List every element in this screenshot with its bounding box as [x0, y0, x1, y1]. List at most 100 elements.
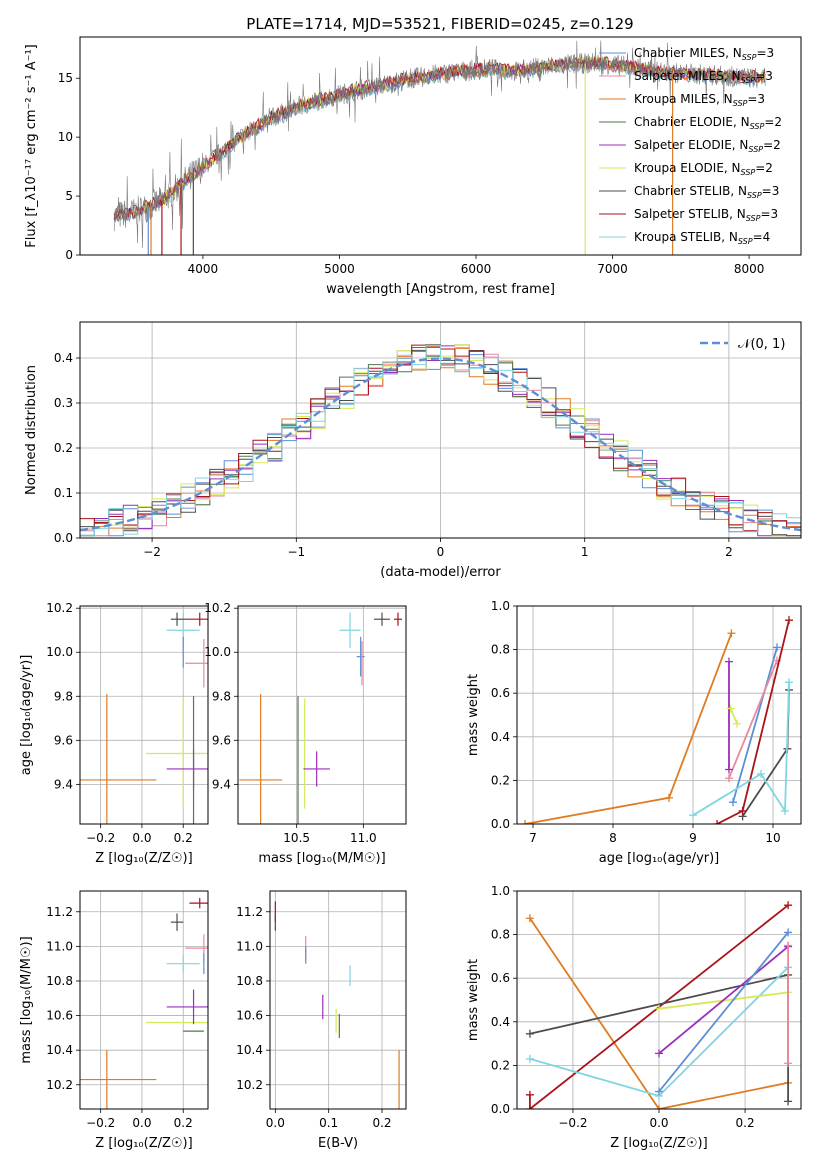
x-tick-label: 0.0 [132, 1116, 151, 1130]
y-tick-label: 0 [65, 248, 73, 262]
spectrum-axes: 4000 5000 6000 7000 8000 0 5 10 15 wavelength [An… [24, 36, 802, 297]
legend-label: Kroupa MILES, NSSP=3 [634, 92, 765, 108]
axes-frame [79, 890, 209, 1110]
legend-subscript: SSP [748, 145, 763, 154]
observed-spectrum [113, 40, 766, 249]
y-tick-label: 0.6 [491, 971, 510, 985]
y-tick-label: 10.6 [236, 1009, 263, 1023]
x-tick-label: 10 [765, 831, 780, 845]
mass-weight-point [785, 678, 793, 687]
legend-label: Salpeter STELIB, NSSP=3 [634, 207, 778, 223]
y-tick-label: 10.2 [236, 1078, 263, 1092]
y-axis-label: mass weight [466, 674, 481, 756]
x-tick-label: 1 [581, 545, 589, 559]
x-tick-label: 0.0 [266, 1116, 285, 1130]
y-tick-label: 10 [58, 130, 73, 144]
mass-weight-point [525, 1029, 534, 1038]
x-tick-label: 9 [689, 831, 697, 845]
y-tick-label: 1.0 [491, 884, 510, 898]
mass-weight-point [726, 704, 735, 713]
y-axis-label: age [log₁₀(age/yr)] [19, 655, 34, 776]
y-tick-label: 10.0 [46, 645, 73, 659]
y-tick-label: 11.0 [46, 939, 73, 953]
axes-frame [516, 605, 802, 825]
x-tick-label: 0.2 [174, 831, 193, 845]
x-tick-label: −1 [287, 545, 305, 559]
y-tick-label: 9.4 [212, 777, 231, 791]
mass-weight-point [784, 1097, 793, 1106]
y-tick-label: 10.2 [204, 601, 231, 615]
normal-distribution-curve [80, 357, 801, 532]
plot-area [239, 612, 402, 824]
x-tick-label: 5000 [324, 262, 355, 276]
mass-weight-point [784, 901, 793, 910]
mass-weight-point [784, 1059, 793, 1068]
y-tick-label: 10.0 [204, 645, 231, 659]
x-axis-label: age [log₁₀(age/yr)] [599, 851, 720, 866]
mass-weight-point [733, 719, 741, 728]
x-axis-label: wavelength [Angstrom, rest frame] [326, 282, 555, 297]
mass-weight-point [713, 820, 721, 824]
legend-subscript: SSP [746, 214, 761, 223]
x-tick-label: 6000 [461, 262, 492, 276]
mass-weight-line-chabrier_miles [658, 931, 789, 1093]
x-tick-label: 0.0 [132, 831, 151, 845]
legend-suffix: =3 [755, 69, 773, 83]
x-tick-label: 7 [529, 831, 537, 845]
plot-area [525, 901, 793, 1109]
x-tick-label: 10.5 [283, 831, 310, 845]
mass-weight-line-kroupa_stelib [692, 682, 790, 817]
x-axis-label: Z [log₁₀(Z/Z☉)] [610, 1136, 707, 1151]
age-vs-Z-axes: −0.2 0.0 0.2 9.4 9.6 9.8 10.0 10.2 Z [log₁₀(Z/Z☉… [19, 601, 209, 866]
mass-weight-point [773, 643, 781, 652]
y-tick-label: 10.6 [46, 1009, 73, 1023]
legend-suffix: =2 [755, 161, 773, 175]
y-tick-label: 5 [65, 189, 73, 203]
plot-area [80, 612, 208, 824]
y-tick-label: 9.6 [54, 733, 73, 747]
mass-weight-point [784, 941, 793, 950]
y-tick-label: 10.4 [46, 1043, 73, 1057]
mass-weight-line-salpeter_miles [728, 660, 778, 779]
x-tick-label: 4000 [188, 262, 219, 276]
y-tick-label: 1.0 [491, 599, 510, 613]
x-tick-label: 0.2 [174, 1116, 193, 1130]
mass-weight-vs-age-axes: 7 8 9 10 0.0 0.2 0.4 0.6 0.8 1.0 age [log₁₀(age/yr… [466, 599, 802, 866]
y-tick-label: 0.6 [491, 686, 510, 700]
legend-label: Kroupa STELIB, NSSP=4 [634, 230, 770, 246]
mass-weight-point [689, 811, 697, 820]
legend-suffix: =2 [764, 115, 782, 129]
x-axis-label: (data-model)/error [380, 565, 501, 580]
y-tick-label: 0.4 [491, 730, 510, 744]
y-tick-label: 15 [58, 71, 73, 85]
x-tick-label: −2 [143, 545, 161, 559]
x-axis-label: Z [log₁₀(Z/Z☉)] [95, 851, 192, 866]
x-axis-label: E(B-V) [318, 1136, 358, 1151]
legend-label: 𝒩(0, 1) [738, 337, 785, 352]
mass-weight-point [784, 928, 793, 937]
y-tick-label: 10.2 [46, 1078, 73, 1092]
y-tick-label: 10.2 [46, 601, 73, 615]
legend-subscript: SSP [741, 168, 756, 177]
y-axis-label: Normed distribution [24, 365, 39, 495]
mass-weight-point [655, 1049, 663, 1058]
mass-weight-line-salpeter_stelib [529, 904, 789, 1109]
mass-weight-point [757, 769, 765, 778]
mass-weight-point [729, 798, 737, 807]
mass-weight-point [665, 793, 673, 802]
mass-weight-point [655, 1004, 663, 1013]
x-tick-label: 8000 [734, 262, 765, 276]
y-tick-label: 0.2 [491, 773, 510, 787]
axes-frame [79, 321, 802, 539]
x-tick-label: 7000 [597, 262, 628, 276]
x-tick-label: −0.2 [86, 831, 115, 845]
y-tick-label: 9.4 [54, 777, 73, 791]
plot-area [80, 897, 208, 1109]
y-tick-label: 10.8 [236, 974, 263, 988]
y-tick-label: 10.4 [236, 1043, 263, 1057]
mass-vs-ebv-axes: 0.0 0.1 0.2 10.2 10.4 10.6 10.8 11.0 11.2 E(B-V) [236, 890, 407, 1151]
x-tick-label: 0 [437, 545, 445, 559]
y-tick-label: 0.0 [491, 817, 510, 831]
y-axis-label: mass [log₁₀(M/M☉)] [19, 936, 34, 1063]
